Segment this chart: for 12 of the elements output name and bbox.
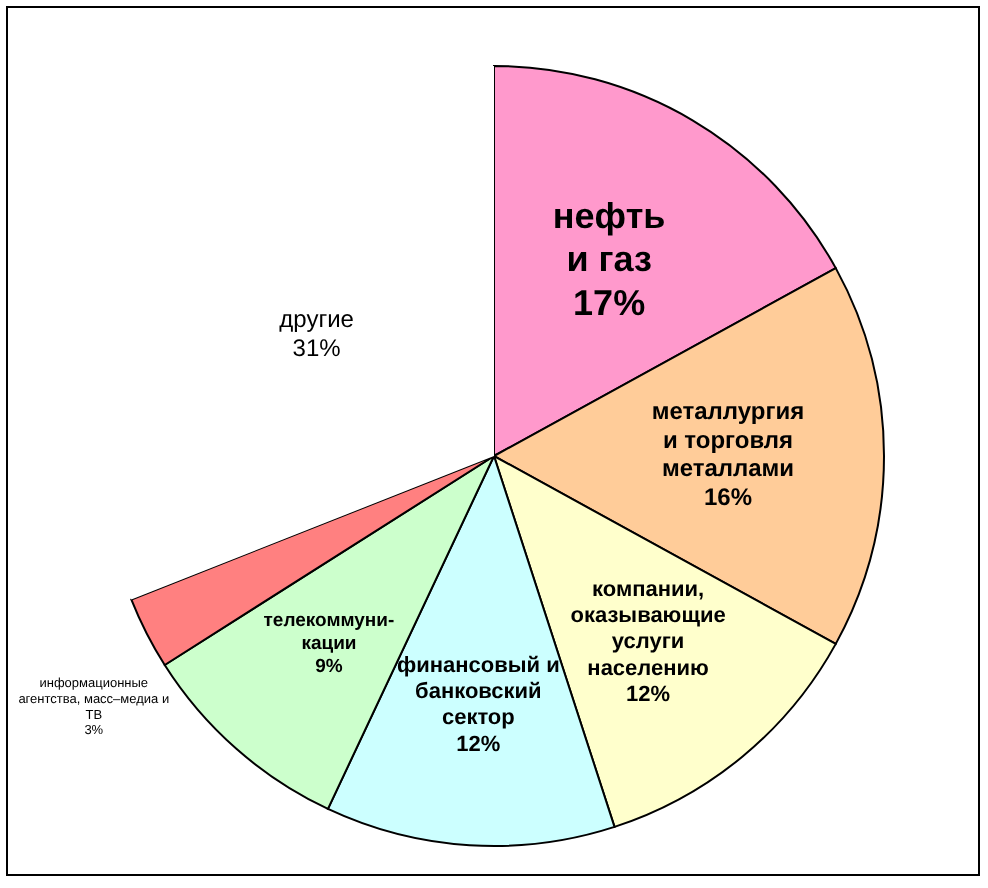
data-label: 16% xyxy=(703,483,753,512)
data-label: 9% xyxy=(315,655,344,678)
data-label: 17% xyxy=(573,282,646,322)
data-label: 12% xyxy=(456,732,501,757)
slice-label: нефть и газ xyxy=(552,195,666,279)
data-label: 31% xyxy=(292,334,342,363)
slice-label: компании, оказывающие услуги населению xyxy=(570,577,726,681)
slice-label: финансовый и банковский сектор xyxy=(396,653,560,731)
slice-label: телекоммуни- кации xyxy=(263,609,395,655)
slice-label: металлургия и торговля металлами xyxy=(651,397,805,483)
data-label: 12% xyxy=(626,682,671,707)
slice-label: другие xyxy=(279,305,355,334)
